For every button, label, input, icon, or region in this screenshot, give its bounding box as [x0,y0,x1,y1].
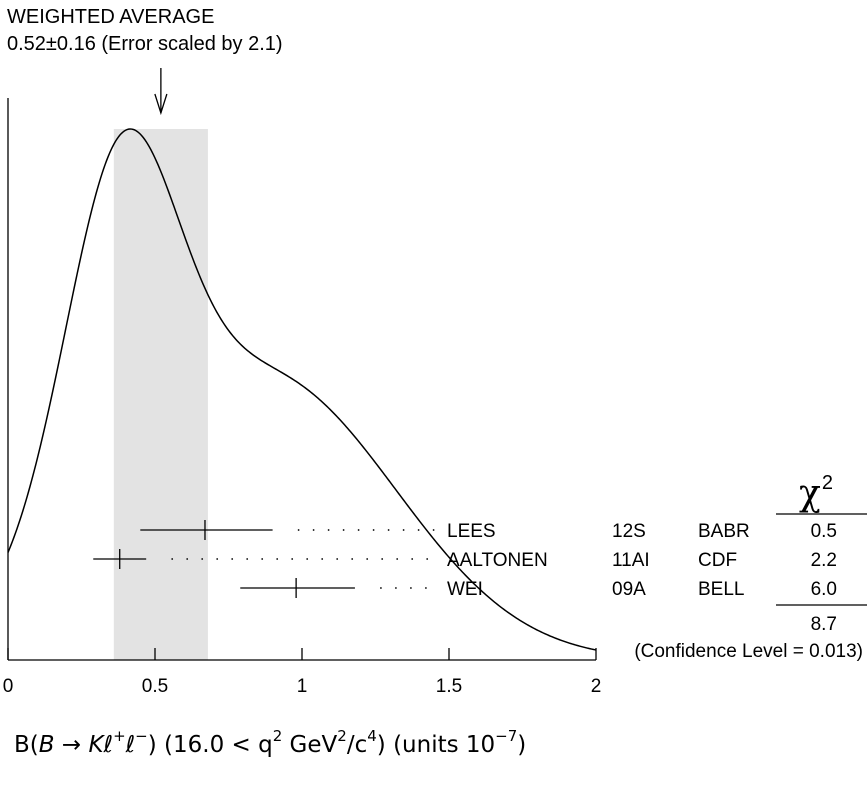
leader-dot [306,558,309,560]
leader-dot [276,558,279,560]
leader-dot [246,558,249,560]
title-average-value: 0.52±0.16 (Error scaled by 2.1) [7,33,283,55]
ideogram-curve [7,128,597,651]
leader-dot [321,558,324,560]
leader-dot [396,558,399,560]
chi2-total: 8.7 [811,614,837,635]
weighted-average-arrow [154,68,168,116]
measurement-chi2: 6.0 [811,579,837,600]
leader-dot [357,529,360,531]
measurement-name: WEI [447,579,483,600]
leader-dot [387,529,390,531]
leader-dot [297,529,300,531]
measurement-experiment: BABR [698,521,750,542]
leader-dot [186,558,189,560]
x-axis-label: B(B → Kℓ+ℓ−) (16.0 < q2 GeV2/c4) (units … [14,727,526,758]
leader-dot [351,558,354,560]
leader-dot [216,558,219,560]
leader-dot [372,529,375,531]
measurement-chi2: 2.2 [811,550,837,571]
measurement-chi2: 0.5 [811,521,837,542]
leader-dot [425,587,427,589]
x-tick-label: 0 [3,676,14,697]
leader-dot [381,558,384,560]
title-weighted-average: WEIGHTED AVERAGE [7,6,214,28]
leader-dot [201,558,204,560]
x-tick-label: 1.5 [436,676,462,697]
confidence-level: (Confidence Level = 0.013) [634,641,863,662]
leader-dot [312,529,315,531]
leader-dot [402,529,405,531]
measurement-aaltonen: AALTONEN 11AI CDF 2.2 [93,549,837,571]
leader-dot [231,558,234,560]
leader-dot [417,529,420,531]
measurement-experiment: BELL [698,579,744,600]
measurement-name: LEES [447,521,496,542]
leader-dot [366,558,369,560]
leader-dot [395,587,397,589]
leader-dot [380,587,382,589]
measurement-reference: 09A [612,579,646,600]
leader-dot [411,558,414,560]
measurement-experiment: CDF [698,550,737,571]
leader-dot [426,558,429,560]
leader-dot [410,587,412,589]
measurement-reference: 11AI [612,550,650,571]
leader-dot [327,529,330,531]
measurement-lees: LEES 12S BABR 0.5 [140,520,837,542]
measurements-group: LEES 12S BABR 0.5 AALTONEN 11AI CDF 2.2 WEI 09A BE… [93,520,837,600]
measurement-wei: WEI 09A BELL 6.0 [240,578,837,600]
x-tick-label: 1 [297,676,308,697]
x-tick-label: 0.5 [142,676,168,697]
chi2-header: χ2 [799,472,833,514]
measurement-reference: 12S [612,521,646,542]
measurement-name: AALTONEN [447,550,548,571]
x-axis-ticks: 0 0.5 1 1.5 2 [3,648,602,697]
x-tick-label: 2 [591,676,602,697]
leader-dot [336,558,339,560]
leader-dot [291,558,294,560]
leader-dot [342,529,345,531]
weighted-average-band [113,129,208,660]
leader-dot [261,558,264,560]
leader-dot [432,529,435,531]
leader-dot [171,558,174,560]
